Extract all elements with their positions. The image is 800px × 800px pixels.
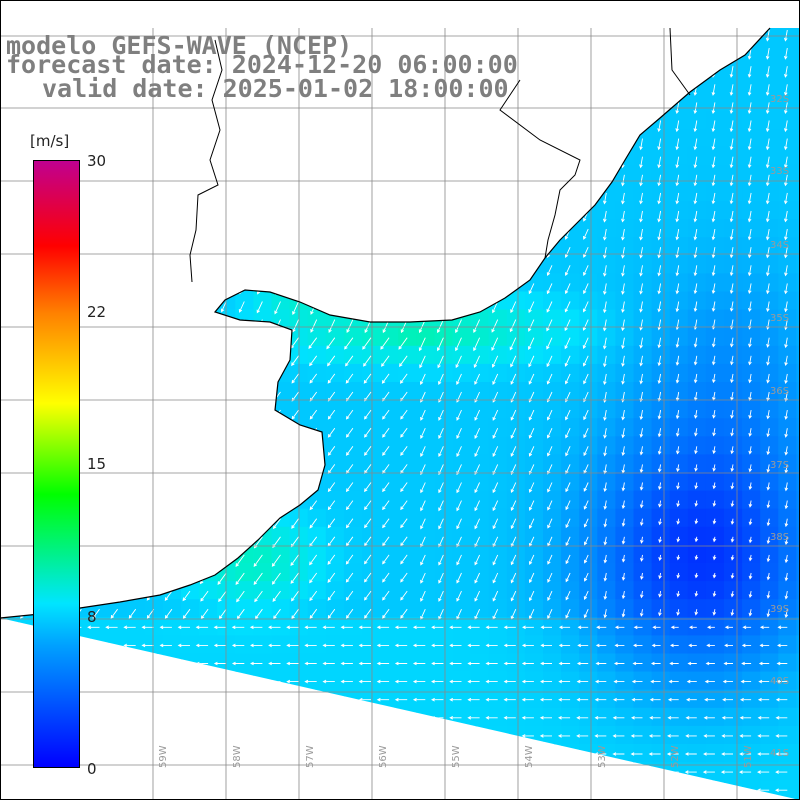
lon-label-54w: 54W xyxy=(524,745,535,768)
lat-lon-grid xyxy=(0,28,800,800)
lon-label-59w: 59W xyxy=(158,745,169,768)
colorbar-unit: [m/s] xyxy=(30,132,70,150)
land-border-1 xyxy=(499,79,581,259)
lat-label-41s: 41S xyxy=(770,748,790,759)
lon-label-56w: 56W xyxy=(378,745,389,768)
coastline xyxy=(0,27,771,619)
lon-label-55w: 55W xyxy=(451,745,462,768)
forecast-date: forecast date: 2024-12-20 06:00:00 xyxy=(6,50,518,79)
lat-label-32s: 32S xyxy=(770,94,790,105)
lat-label-33s: 33S xyxy=(770,166,790,177)
land-border-0 xyxy=(189,39,223,283)
land-border-2 xyxy=(669,27,691,96)
lat-label-39s: 39S xyxy=(770,604,790,615)
lat-label-35s: 35S xyxy=(770,313,790,324)
wind-speed-field xyxy=(0,28,800,800)
lon-label-53w: 53W xyxy=(597,745,608,768)
colorbar xyxy=(33,160,80,768)
colorbar-tick-15: 15 xyxy=(87,455,107,473)
colorbar-tick-8: 8 xyxy=(87,608,97,626)
lon-label-51w: 51W xyxy=(743,745,754,768)
lat-label-37s: 37S xyxy=(770,460,790,471)
lat-label-38s: 38S xyxy=(770,532,790,543)
lat-label-40s: 40S xyxy=(770,676,790,687)
colorbar-tick-0: 0 xyxy=(87,760,97,778)
lat-label-34s: 34S xyxy=(770,240,790,251)
lon-label-52w: 52W xyxy=(670,745,681,768)
colorbar-tick-30: 30 xyxy=(87,152,107,170)
lat-label-36s: 36S xyxy=(770,386,790,397)
model-title: modelo GEFS-WAVE (NCEP) xyxy=(6,31,353,60)
lon-label-57w: 57W xyxy=(305,745,316,768)
colorbar-tick-22: 22 xyxy=(87,303,107,321)
valid-date: valid date: 2025-01-02 18:00:00 xyxy=(42,74,509,103)
lon-label-58w: 58W xyxy=(232,745,243,768)
